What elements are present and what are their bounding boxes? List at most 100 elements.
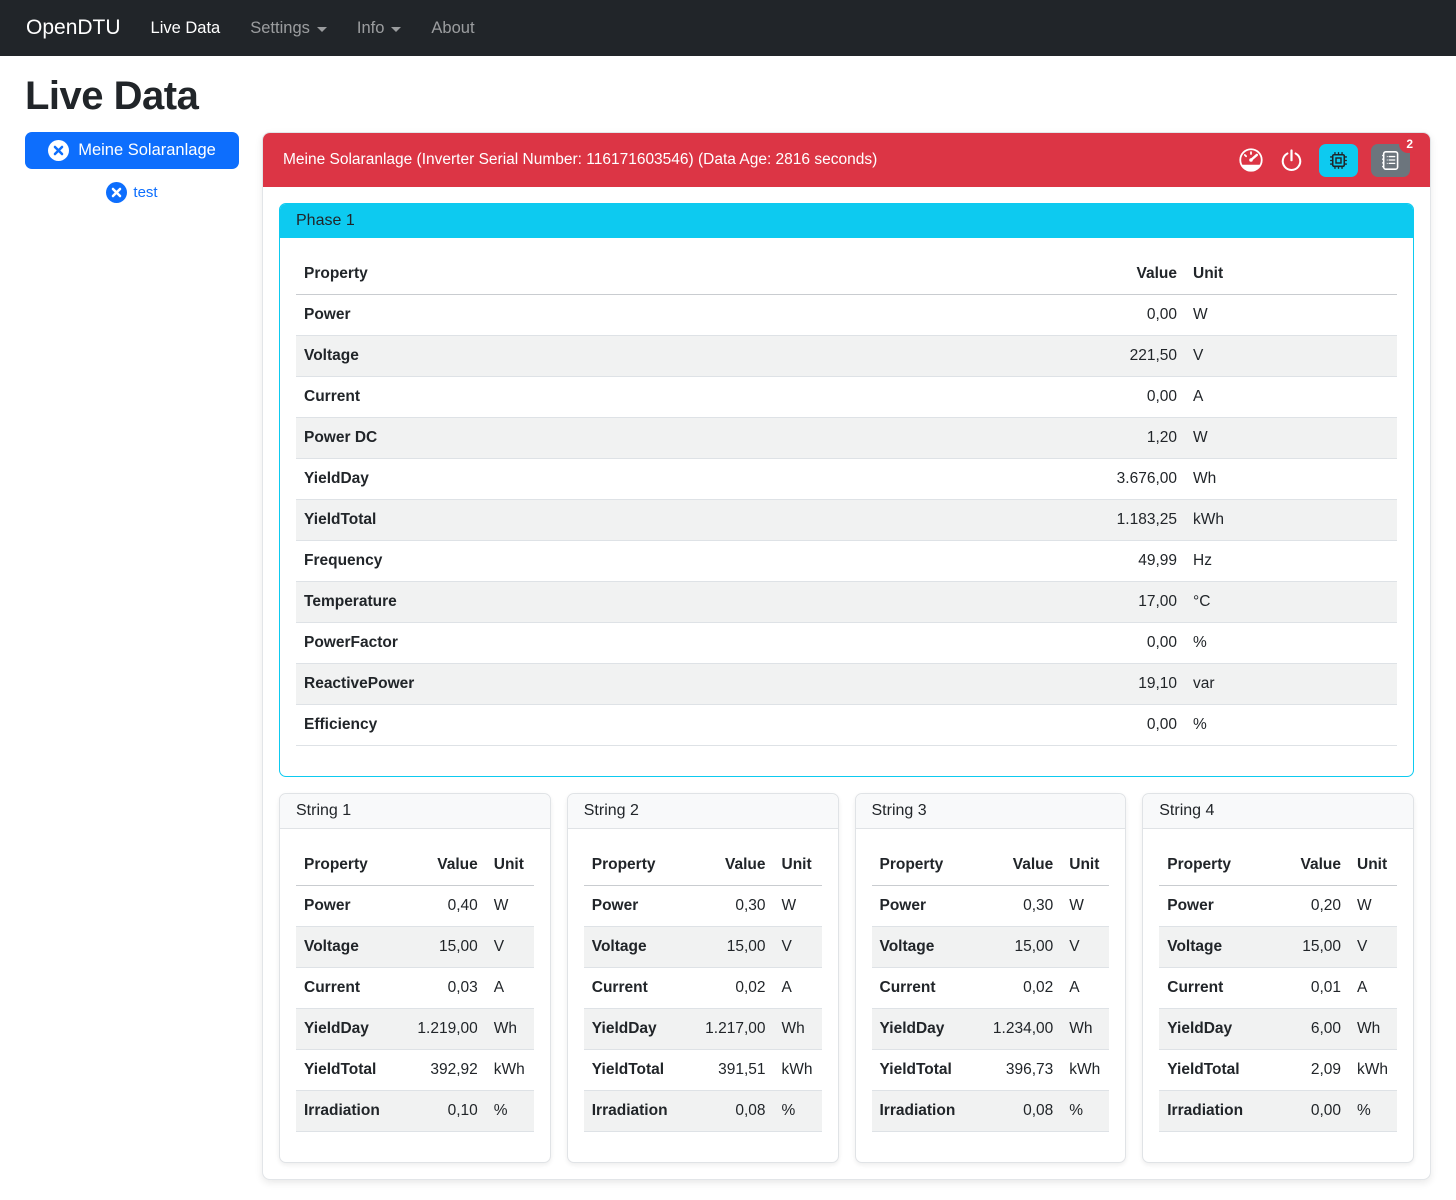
phase-card: Phase 1 Property Value Unit [279,203,1414,777]
brand-link[interactable]: OpenDTU [26,16,121,39]
string-card-2: String 2 Property Value Unit [566,793,839,1163]
property-name: Voltage [1159,926,1265,968]
power-icon [1281,148,1302,171]
property-unit: °C [1185,581,1397,623]
column-header-unit: Unit [773,845,822,886]
top-navbar: OpenDTU Live Data Settings Info About [0,0,1456,56]
table-header-row: Property Value Unit [296,254,1397,295]
string-table: Property Value Unit Power [1159,845,1397,1132]
property-unit: W [1349,885,1397,927]
test-link-label: test [133,184,158,201]
property-unit: V [485,926,534,968]
property-value: 0,01 [1265,967,1349,1009]
property-value: 396,73 [977,1049,1062,1091]
table-row: Power 0,00 W [296,294,1397,336]
inverter-header-text: Meine Solaranlage (Inverter Serial Numbe… [283,151,878,168]
table-row: Voltage 15,00 V [296,926,534,968]
table-row: ReactivePower 19,10 var [296,663,1397,705]
property-value: 0,30 [689,885,774,927]
property-unit: Hz [1185,540,1397,582]
nav-item-label: Info [356,18,385,37]
property-value: 15,00 [401,926,486,968]
property-unit: kWh [1349,1049,1397,1091]
property-unit: % [485,1090,534,1132]
column-header-value: Value [689,845,774,886]
property-unit: kWh [773,1049,822,1091]
nav-item-settings[interactable]: Settings [242,11,335,46]
property-unit: A [485,967,534,1009]
limit-settings-button[interactable] [1238,147,1264,173]
table-row: Current 0,01 A [1159,967,1397,1009]
nav-item-live-data[interactable]: Live Data [143,11,229,46]
property-name: Current [583,967,690,1009]
nav-item-label: Live Data [150,18,221,37]
property-value: 6,00 [1265,1008,1349,1050]
nav-item-info[interactable]: Info [349,11,410,46]
property-value: 0,00 [1265,1090,1349,1132]
table-row: Current 0,03 A [296,967,534,1009]
device-info-button[interactable] [1319,143,1358,177]
column-header-property: Property [583,845,690,886]
property-value: 0,08 [689,1090,774,1132]
property-name: YieldDay [583,1008,690,1050]
power-toggle-button[interactable] [1279,148,1304,173]
string-card-title: String 1 [280,794,550,829]
property-unit: % [1061,1090,1110,1132]
property-value: 0,00 [1065,622,1185,664]
property-value: 1.234,00 [977,1008,1062,1050]
column-header-property: Property [296,254,1065,295]
string-card-title: String 2 [567,794,838,829]
inverter-selector-sidebar: Meine Solaranlage test [25,132,239,203]
nav-item-label: About [431,18,475,37]
nav-menu: Live Data Settings Info About [143,11,497,46]
inverter-select-button[interactable]: Meine Solaranlage [25,132,239,169]
property-name: Current [296,376,1065,418]
property-value: 0,00 [1065,704,1185,746]
inverter-select-test[interactable]: test [106,182,158,203]
string-card-body: Property Value Unit Power [568,829,838,1162]
property-name: Voltage [583,926,690,968]
property-name: Power [871,885,978,927]
property-value: 1.219,00 [401,1008,486,1050]
table-row: YieldDay 3.676,00 Wh [296,458,1397,500]
string-card-body: Property Value Unit Power [280,829,550,1162]
property-value: 17,00 [1065,581,1185,623]
table-row: Efficiency 0,00 % [296,704,1397,746]
table-row: Irradiation 0,10 % [296,1090,534,1132]
nav-item-about[interactable]: About [423,11,482,46]
property-name: YieldTotal [583,1049,690,1091]
table-header-row: Property Value Unit [871,845,1110,886]
property-unit: % [1185,704,1397,746]
property-name: YieldTotal [871,1049,978,1091]
table-row: Irradiation 0,08 % [871,1090,1110,1132]
table-row: Power DC 1,20 W [296,417,1397,459]
property-unit: W [1185,294,1397,336]
phase-table: Property Value Unit Power [296,254,1397,746]
property-unit: V [1061,926,1110,968]
table-row: YieldTotal 392,92 kWh [296,1049,534,1091]
table-header-row: Property Value Unit [296,845,534,886]
property-name: Power [296,294,1065,336]
property-value: 0,02 [977,967,1062,1009]
property-unit: kWh [485,1049,534,1091]
table-row: YieldTotal 396,73 kWh [871,1049,1110,1091]
column-header-value: Value [1265,845,1349,886]
table-row: Temperature 17,00 °C [296,581,1397,623]
property-name: YieldTotal [296,1049,402,1091]
property-unit: W [1061,885,1110,927]
event-count-badge: 2 [1399,134,1420,153]
property-unit: Wh [773,1008,822,1050]
property-value: 1.217,00 [689,1008,774,1050]
column-header-value: Value [1065,254,1185,295]
table-header-row: Property Value Unit [583,845,822,886]
property-value: 0,00 [1065,294,1185,336]
event-log-button[interactable]: 2 [1371,134,1420,177]
property-unit: V [773,926,822,968]
property-name: Frequency [296,540,1065,582]
property-value: 0,40 [401,885,486,927]
property-name: Irradiation [583,1090,690,1132]
string-card-4: String 4 Property Value Unit [1142,793,1414,1163]
property-unit: % [773,1090,822,1132]
property-value: 0,10 [401,1090,486,1132]
property-name: Voltage [296,926,402,968]
